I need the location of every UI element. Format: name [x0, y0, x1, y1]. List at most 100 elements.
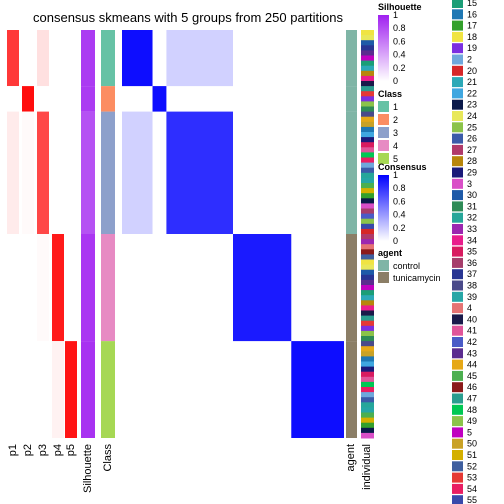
individual-cell [361, 101, 374, 107]
individual-legend-label: 46 [467, 382, 477, 392]
individual-legend-label: 31 [467, 201, 477, 211]
heatmap-block-class-2 [152, 86, 167, 112]
membership-cell-p1-class-3 [7, 111, 19, 234]
individual-cell [361, 290, 374, 296]
individual-legend-label: 23 [467, 100, 477, 110]
individual-cell [361, 193, 374, 199]
class-legend-label: 5 [393, 154, 398, 164]
chart-title: consensus skmeans with 5 groups from 250… [33, 10, 343, 25]
individual-cell [361, 432, 374, 439]
silhouette-cell-class-2 [81, 86, 95, 112]
individual-cell [361, 376, 374, 383]
individual-cell [361, 356, 374, 362]
individual-legend-label: 19 [467, 43, 477, 53]
individual-legend-swatch [452, 303, 463, 314]
class-legend-swatch [378, 101, 389, 112]
silhouette-cell-class-4 [81, 234, 95, 342]
membership-cell-p2-class-5 [22, 341, 34, 438]
individual-legend-swatch [452, 235, 463, 246]
class-legend-swatch [378, 140, 389, 151]
individual-legend-label: 30 [467, 190, 477, 200]
individual-cell [361, 407, 374, 413]
class-legend-swatch [378, 114, 389, 125]
individual-cell [361, 65, 374, 72]
individual-cell [361, 106, 374, 113]
agent-legend-label: tunicamycin [393, 273, 441, 283]
consensus-legend-gradient [378, 175, 389, 241]
legend-tick-label: 1 [393, 170, 398, 180]
heatmap-block-class-5 [291, 341, 344, 438]
individual-legend-label: 15 [467, 0, 477, 8]
column-label-individual: individual [361, 444, 373, 490]
agent-legend-swatch [378, 260, 389, 271]
individual-legend-swatch [452, 393, 463, 404]
column-label-class: Class [102, 444, 114, 472]
individual-legend-label: 5 [467, 427, 472, 437]
individual-legend-swatch [452, 201, 463, 212]
individual-legend-swatch [452, 144, 463, 155]
class-legend-title: Class [378, 89, 402, 99]
individual-legend-label: 53 [467, 473, 477, 483]
heatmap-body [122, 30, 344, 438]
individual-legend-swatch [452, 438, 463, 449]
membership-cell-p2-class-1 [22, 30, 34, 87]
individual-legend-swatch [452, 54, 463, 65]
individual-legend-swatch [452, 65, 463, 76]
heatmap-offdiag-1-3 [166, 30, 233, 87]
individual-legend-label: 27 [467, 145, 477, 155]
legend-tick-label: 0.8 [393, 23, 406, 33]
individual-legend-label: 25 [467, 122, 477, 132]
individual-cell [361, 111, 374, 118]
membership-cell-p5-class-4 [65, 234, 77, 342]
class-legend-swatch [378, 153, 389, 164]
individual-legend-label: 40 [467, 314, 477, 324]
individual-cell [361, 152, 374, 158]
individual-legend-swatch [452, 0, 463, 8]
legend-tick-label: 0.8 [393, 183, 406, 193]
class-legend-swatch [378, 127, 389, 138]
individual-cell [361, 183, 374, 189]
individual-cell [361, 218, 374, 225]
individual-legend-label: 33 [467, 224, 477, 234]
individual-legend-label: 21 [467, 77, 477, 87]
individual-cell [361, 279, 374, 286]
individual-cell [361, 274, 374, 281]
individual-legend-label: 4 [467, 303, 472, 313]
individual-cell [361, 351, 374, 357]
legend-tick-label: 0.2 [393, 223, 406, 233]
membership-cell-p3-class-4 [37, 234, 49, 342]
membership-cell-p2-class-2 [22, 86, 34, 112]
membership-cell-p5-class-2 [65, 86, 77, 112]
membership-cell-p3-class-5 [37, 341, 49, 438]
individual-cell [361, 412, 374, 419]
class-cell-class-3 [101, 111, 115, 234]
individual-cell [361, 315, 374, 322]
silhouette-legend-gradient [378, 15, 389, 81]
class-legend-label: 1 [393, 102, 398, 112]
individual-cell [361, 249, 374, 255]
legend-tick-label: 0.6 [393, 36, 406, 46]
individual-legend-label: 35 [467, 247, 477, 257]
individual-legend-swatch [452, 43, 463, 54]
column-label-p1: p1 [7, 444, 19, 456]
individual-legend-label: 49 [467, 416, 477, 426]
individual-cell [361, 213, 374, 220]
column-label-agent: agent [345, 444, 357, 472]
column-label-p5: p5 [65, 444, 77, 456]
individual-cell [361, 397, 374, 403]
individual-legend-swatch [452, 291, 463, 302]
individual-cell [361, 310, 374, 317]
individual-cell [361, 208, 374, 215]
individual-legend-label: 3 [467, 179, 472, 189]
individual-legend-swatch [452, 178, 463, 189]
individual-cell [361, 402, 374, 408]
individual-legend-label: 29 [467, 168, 477, 178]
individual-legend-swatch [452, 190, 463, 201]
individual-legend-swatch [452, 20, 463, 31]
class-cell-class-4 [101, 234, 115, 342]
individual-cell [361, 203, 374, 209]
class-legend-items: 1 2 3 4 5 [378, 101, 398, 164]
individual-cell [361, 387, 374, 393]
individual-legend-label: 54 [467, 484, 477, 494]
column-label-silhouette: Silhouette [82, 444, 94, 493]
